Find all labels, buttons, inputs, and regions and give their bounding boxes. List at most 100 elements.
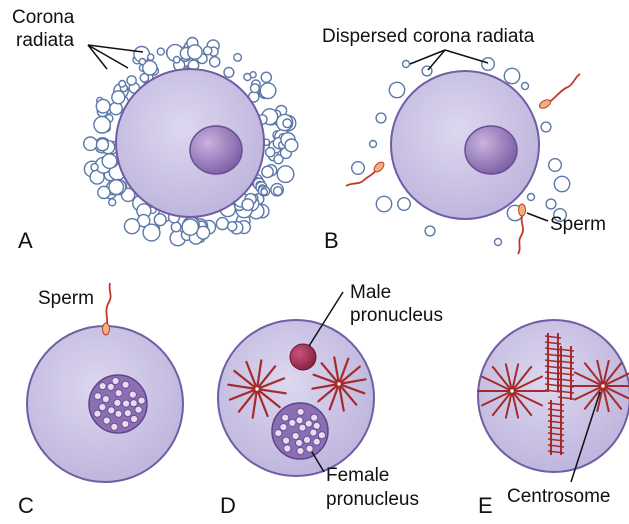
chromatin-granule — [296, 446, 305, 456]
chromatin-granule — [279, 423, 288, 432]
corona-cell — [172, 55, 181, 64]
spindle-fiber — [255, 387, 269, 418]
panel-e: Centrosome E — [477, 319, 629, 518]
corona-cell — [146, 53, 155, 62]
dispersed-cell — [368, 139, 378, 149]
oocyte-a — [115, 68, 265, 218]
corona-cell — [249, 70, 257, 79]
chromosome-rung — [544, 341, 562, 345]
corona-cell — [276, 165, 295, 184]
chromosome-rung — [557, 384, 575, 388]
panel-letter-d: D — [220, 493, 236, 518]
corona-cell — [93, 115, 112, 134]
spindle-fiber — [511, 390, 543, 407]
chromosome-rung — [547, 432, 565, 436]
corona-leader-lines — [87, 44, 144, 70]
centriole — [254, 386, 260, 392]
spindle-fiber — [317, 382, 341, 403]
panel-letter-b: B — [324, 228, 339, 253]
chromatin-granule — [295, 416, 304, 425]
nucleus-b — [464, 125, 518, 175]
chromatin-granule — [107, 406, 116, 415]
spindle-fiber — [602, 385, 629, 400]
chromatin-granule — [317, 431, 326, 440]
chromatin-granule — [123, 409, 132, 418]
corona-cell — [226, 221, 238, 232]
corona-cell — [186, 44, 203, 60]
chromatin-granule — [102, 416, 111, 425]
zygote-e — [477, 319, 629, 473]
corona-label-line1: Corona — [12, 7, 75, 28]
spindle-fiber — [481, 390, 513, 407]
panel-d: Male pronucleus Female pronucleus D — [217, 282, 443, 518]
chromatin-granule — [130, 414, 139, 424]
dispersed-cell — [401, 59, 411, 69]
chromosome-rung — [557, 366, 575, 370]
chromatin-granule — [111, 376, 120, 386]
male-pronucleus-leader — [308, 291, 344, 347]
chromatin-granule — [114, 389, 123, 398]
spindle-fiber — [320, 362, 341, 386]
corona-cell — [170, 221, 182, 233]
spindle-fiber — [573, 385, 604, 401]
chromatin-granule — [283, 444, 292, 453]
spindle-fiber — [583, 385, 604, 410]
corona-cell — [261, 165, 274, 179]
chromatin-granule — [298, 423, 307, 432]
spindle-fiber — [255, 387, 287, 395]
chromatin-granule — [93, 392, 102, 401]
chromosome-rung — [557, 390, 575, 394]
sperm-label-b: Sperm — [550, 214, 606, 235]
corona-cell — [108, 179, 125, 196]
corona-cell — [107, 198, 117, 207]
dispersed-cell — [397, 196, 412, 211]
chromatin-granule — [281, 413, 290, 422]
chromatin-granule — [295, 438, 304, 447]
dispersed-cell — [553, 207, 568, 222]
chromatin-granule — [302, 435, 312, 444]
chromatin-granule — [305, 444, 314, 453]
chromosome-rung — [547, 420, 565, 424]
chromosome-rung — [557, 372, 575, 376]
corona-cell — [273, 154, 284, 165]
corona-cell — [139, 72, 150, 83]
spindle-fiber — [491, 390, 513, 417]
aster-left-d — [227, 359, 287, 419]
spindle-fiber — [504, 390, 513, 419]
female-pronucleus — [271, 402, 329, 460]
spindle-fiber — [504, 363, 513, 392]
spindle-fiber — [602, 372, 629, 387]
chromosome-rung — [547, 402, 565, 406]
dispersed-cell — [520, 81, 530, 91]
sperm-c — [102, 282, 112, 336]
panel-a: Corona radiata A — [12, 7, 299, 253]
dispersed-cell — [375, 112, 387, 124]
chromosome-rung — [547, 414, 565, 418]
corona-cell — [233, 52, 243, 62]
spindle-fiber — [337, 382, 345, 412]
chromatin-granule — [129, 399, 138, 408]
chromatin-granule — [282, 436, 291, 445]
spindle-fiber — [511, 390, 533, 417]
spindle-fiber — [255, 359, 263, 391]
panel-letter-a: A — [18, 228, 33, 253]
spindle-fiber — [337, 378, 367, 386]
corona-cell — [141, 60, 158, 76]
dispersed-cell — [481, 57, 496, 72]
spindle-fiber — [491, 365, 513, 392]
female-pronucleus-leader — [311, 451, 325, 473]
chromatin-granule — [312, 421, 321, 430]
spindle-fiber — [337, 382, 366, 395]
chromatin-granule — [291, 431, 300, 441]
dispersed-cell — [553, 175, 571, 193]
spindle-fiber — [255, 365, 277, 391]
chromatin-granule — [312, 437, 321, 446]
spindle-fiber — [311, 382, 341, 390]
corona-cell — [90, 162, 99, 172]
aster-right-e — [570, 359, 629, 413]
dispersed-leader-lines — [409, 49, 489, 71]
chromosome-rung — [557, 348, 575, 352]
dispersed-cell — [388, 81, 406, 99]
sperm-b-upper — [539, 73, 581, 109]
